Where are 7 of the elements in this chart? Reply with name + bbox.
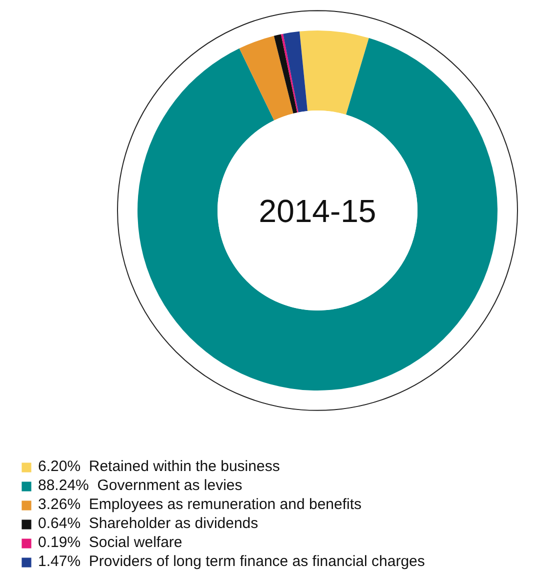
legend-label: 0.19% Social welfare: [38, 534, 182, 551]
legend-label: 6.20% Retained within the business: [38, 458, 280, 475]
legend-label: 0.64% Shareholder as dividends: [38, 515, 258, 532]
legend-label: 3.26% Employees as remuneration and benefits: [38, 496, 362, 513]
legend-label: 1.47% Providers of long term finance as financial charges: [38, 553, 425, 570]
legend-label: 88.24% Government as levies: [38, 477, 242, 494]
text: 2014-15: [258, 193, 376, 229]
